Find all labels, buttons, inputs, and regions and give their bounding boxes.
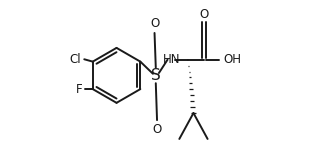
Text: Cl: Cl — [70, 53, 82, 66]
Text: O: O — [200, 8, 209, 21]
Text: OH: OH — [223, 53, 241, 66]
Text: O: O — [153, 123, 162, 136]
Text: F: F — [76, 83, 82, 96]
Text: S: S — [151, 68, 161, 83]
Text: HN: HN — [163, 53, 180, 66]
Text: O: O — [150, 17, 159, 30]
